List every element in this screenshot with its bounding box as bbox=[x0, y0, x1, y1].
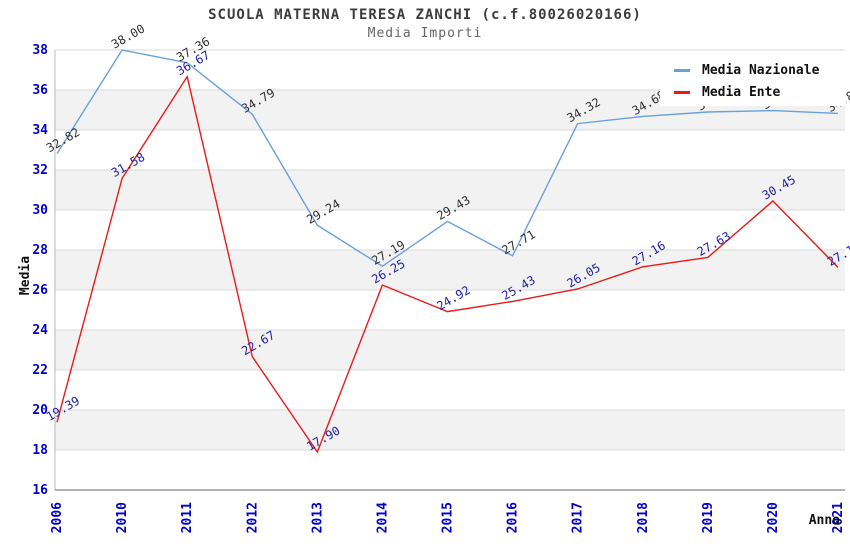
y-tick-label: 26 bbox=[32, 283, 48, 298]
legend-item-media-ente: Media Ente bbox=[674, 81, 846, 103]
x-tick-label: 2017 bbox=[571, 502, 586, 533]
plot-band bbox=[55, 250, 845, 290]
y-tick-label: 30 bbox=[32, 203, 48, 218]
legend-line-sample-ente bbox=[674, 90, 690, 94]
y-axis-title: Media bbox=[18, 255, 34, 296]
y-tick-label: 38 bbox=[32, 43, 48, 58]
chart-subtitle: Media Importi bbox=[367, 26, 483, 41]
x-tick-label: 2019 bbox=[701, 502, 716, 533]
x-tick-label: 2006 bbox=[50, 502, 65, 533]
x-tick-label: 2015 bbox=[441, 502, 456, 533]
x-tick-label: 2013 bbox=[310, 502, 325, 533]
y-tick-label: 24 bbox=[32, 323, 48, 338]
legend-label-ente: Media Ente bbox=[702, 84, 781, 100]
y-tick-label: 34 bbox=[32, 123, 48, 138]
plot-band bbox=[55, 410, 845, 450]
x-axis-title: Anno bbox=[808, 513, 840, 528]
x-tick-label: 2012 bbox=[245, 502, 260, 533]
x-tick-label: 2020 bbox=[766, 502, 781, 533]
plot-band bbox=[55, 330, 845, 370]
y-tick-label: 28 bbox=[32, 243, 48, 258]
y-tick-label: 36 bbox=[32, 83, 48, 98]
series-line-media-nazionale bbox=[56, 49, 839, 268]
x-tick-label: 2016 bbox=[506, 502, 521, 533]
x-tick-label: 2014 bbox=[375, 502, 390, 533]
y-tick-label: 32 bbox=[32, 163, 48, 178]
y-tick-label: 20 bbox=[32, 403, 48, 418]
x-tick-label: 2018 bbox=[636, 502, 651, 533]
y-tick-label: 16 bbox=[32, 483, 48, 498]
plot-band bbox=[55, 170, 845, 210]
value-label: 27.13 bbox=[825, 239, 850, 269]
value-label: 38.00 bbox=[109, 21, 147, 51]
y-tick-label: 22 bbox=[32, 363, 48, 378]
legend-item-media-nazionale: Media Nazionale bbox=[674, 59, 846, 81]
y-tick-label: 18 bbox=[32, 443, 48, 458]
x-tick-label: 2011 bbox=[180, 502, 195, 533]
chart-title: SCUOLA MATERNA TERESA ZANCHI (c.f.800260… bbox=[208, 7, 642, 23]
legend-line-sample-nazionale bbox=[674, 68, 690, 72]
x-tick-label: 2010 bbox=[115, 502, 130, 533]
x-tick-label: 2021 bbox=[831, 502, 846, 533]
series-line-media-ente bbox=[56, 74, 839, 454]
legend-label-nazionale: Media Nazionale bbox=[702, 62, 820, 78]
legend: Media Nazionale Media Ente bbox=[660, 53, 846, 106]
